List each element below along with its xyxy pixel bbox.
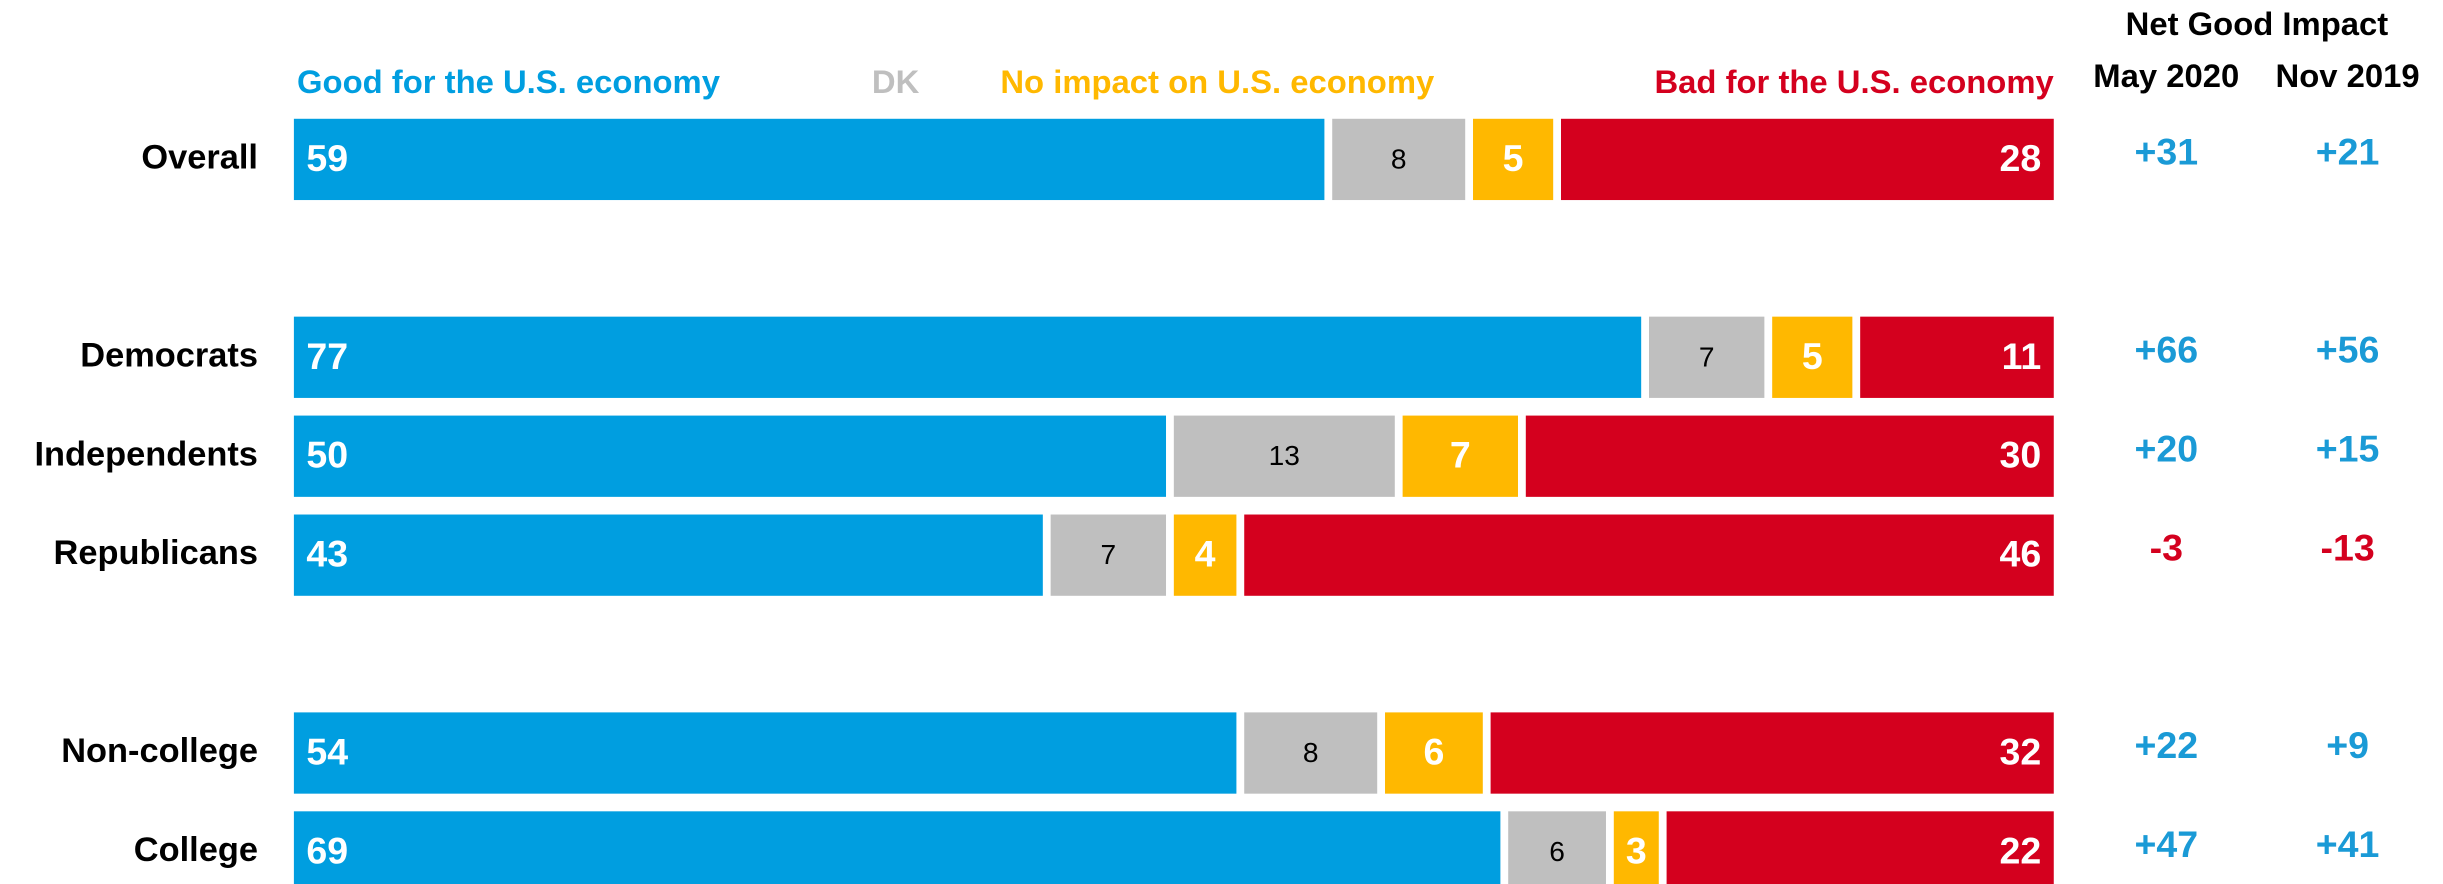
bar-segment <box>1332 118 1466 201</box>
value-label: 8 <box>1303 737 1319 768</box>
bar-segment <box>1244 514 2054 596</box>
net-value: +66 <box>2134 329 2198 371</box>
bar-segment <box>1402 415 1518 497</box>
value-label: 5 <box>1503 137 1524 179</box>
net-value: +22 <box>2134 724 2198 766</box>
legend-label: DK <box>872 63 920 100</box>
net-value: +21 <box>2316 131 2380 173</box>
value-label: 54 <box>306 730 348 772</box>
value-label: 6 <box>1423 730 1444 772</box>
net-value: +15 <box>2316 427 2380 469</box>
bar-segment <box>1508 811 1606 884</box>
bar-segment <box>293 415 1167 497</box>
legend-label: Good for the U.S. economy <box>297 63 721 100</box>
value-label: 7 <box>1100 539 1116 570</box>
bar-segment <box>1173 415 1395 497</box>
bar-segment <box>1561 118 2054 201</box>
value-label: 4 <box>1195 533 1216 575</box>
value-label: 11 <box>2002 335 2042 377</box>
bar-segment <box>293 514 1043 596</box>
net-value: +31 <box>2134 131 2198 173</box>
net-column-header: May 2020 <box>2093 57 2239 94</box>
legend-label: Bad for the U.S. economy <box>1654 63 2054 100</box>
bar-segment <box>1613 811 1659 884</box>
value-label: 50 <box>306 434 348 476</box>
value-label: 28 <box>2000 137 2042 179</box>
category-label: Democrats <box>80 336 258 374</box>
bar-segment <box>1648 316 1765 398</box>
bar-segment <box>1666 811 2054 884</box>
net-value: +9 <box>2326 724 2369 766</box>
value-label: 7 <box>1699 341 1715 372</box>
bar-segment <box>1490 712 2054 794</box>
value-label: 30 <box>2000 434 2042 476</box>
category-label: College <box>134 831 258 869</box>
value-label: 43 <box>306 533 348 575</box>
category-label: Overall <box>141 138 258 176</box>
net-value: +47 <box>2134 823 2198 865</box>
value-label: 7 <box>1450 434 1471 476</box>
value-label: 5 <box>1802 335 1823 377</box>
legend-label: No impact on U.S. economy <box>1000 63 1435 100</box>
category-label: Independents <box>34 435 257 473</box>
bar-segment <box>293 811 1501 884</box>
value-label: 13 <box>1269 440 1300 471</box>
net-value: -3 <box>2150 526 2183 568</box>
value-label: 77 <box>306 335 348 377</box>
bar-segment <box>1244 712 1378 794</box>
bar-segment <box>293 118 1325 201</box>
bar-segment <box>1860 316 2054 398</box>
net-column-header: Nov 2019 <box>2276 57 2420 94</box>
bar-segment <box>1772 316 1853 398</box>
bar-segment <box>1385 712 1483 794</box>
net-value: +41 <box>2316 823 2380 865</box>
value-label: 22 <box>2000 829 2042 871</box>
category-label: Non-college <box>61 732 258 770</box>
category-label: Republicans <box>54 534 258 572</box>
bar-segment <box>1525 415 2054 497</box>
net-title: Net Good Impact <box>2126 5 2389 42</box>
value-label: 6 <box>1549 836 1565 867</box>
bar-segment <box>1473 118 1554 201</box>
value-label: 3 <box>1626 829 1647 871</box>
value-label: 46 <box>2000 533 2042 575</box>
bar-segment <box>1173 514 1237 596</box>
value-label: 69 <box>306 829 348 871</box>
net-value: +20 <box>2134 427 2198 469</box>
bar-segment <box>293 712 1237 794</box>
value-label: 8 <box>1391 143 1407 174</box>
bar-segment <box>293 316 1642 398</box>
bar-segment <box>1050 514 1167 596</box>
value-label: 32 <box>2000 730 2042 772</box>
net-value: +56 <box>2316 329 2380 371</box>
net-value: -13 <box>2320 526 2374 568</box>
value-label: 59 <box>306 137 348 179</box>
